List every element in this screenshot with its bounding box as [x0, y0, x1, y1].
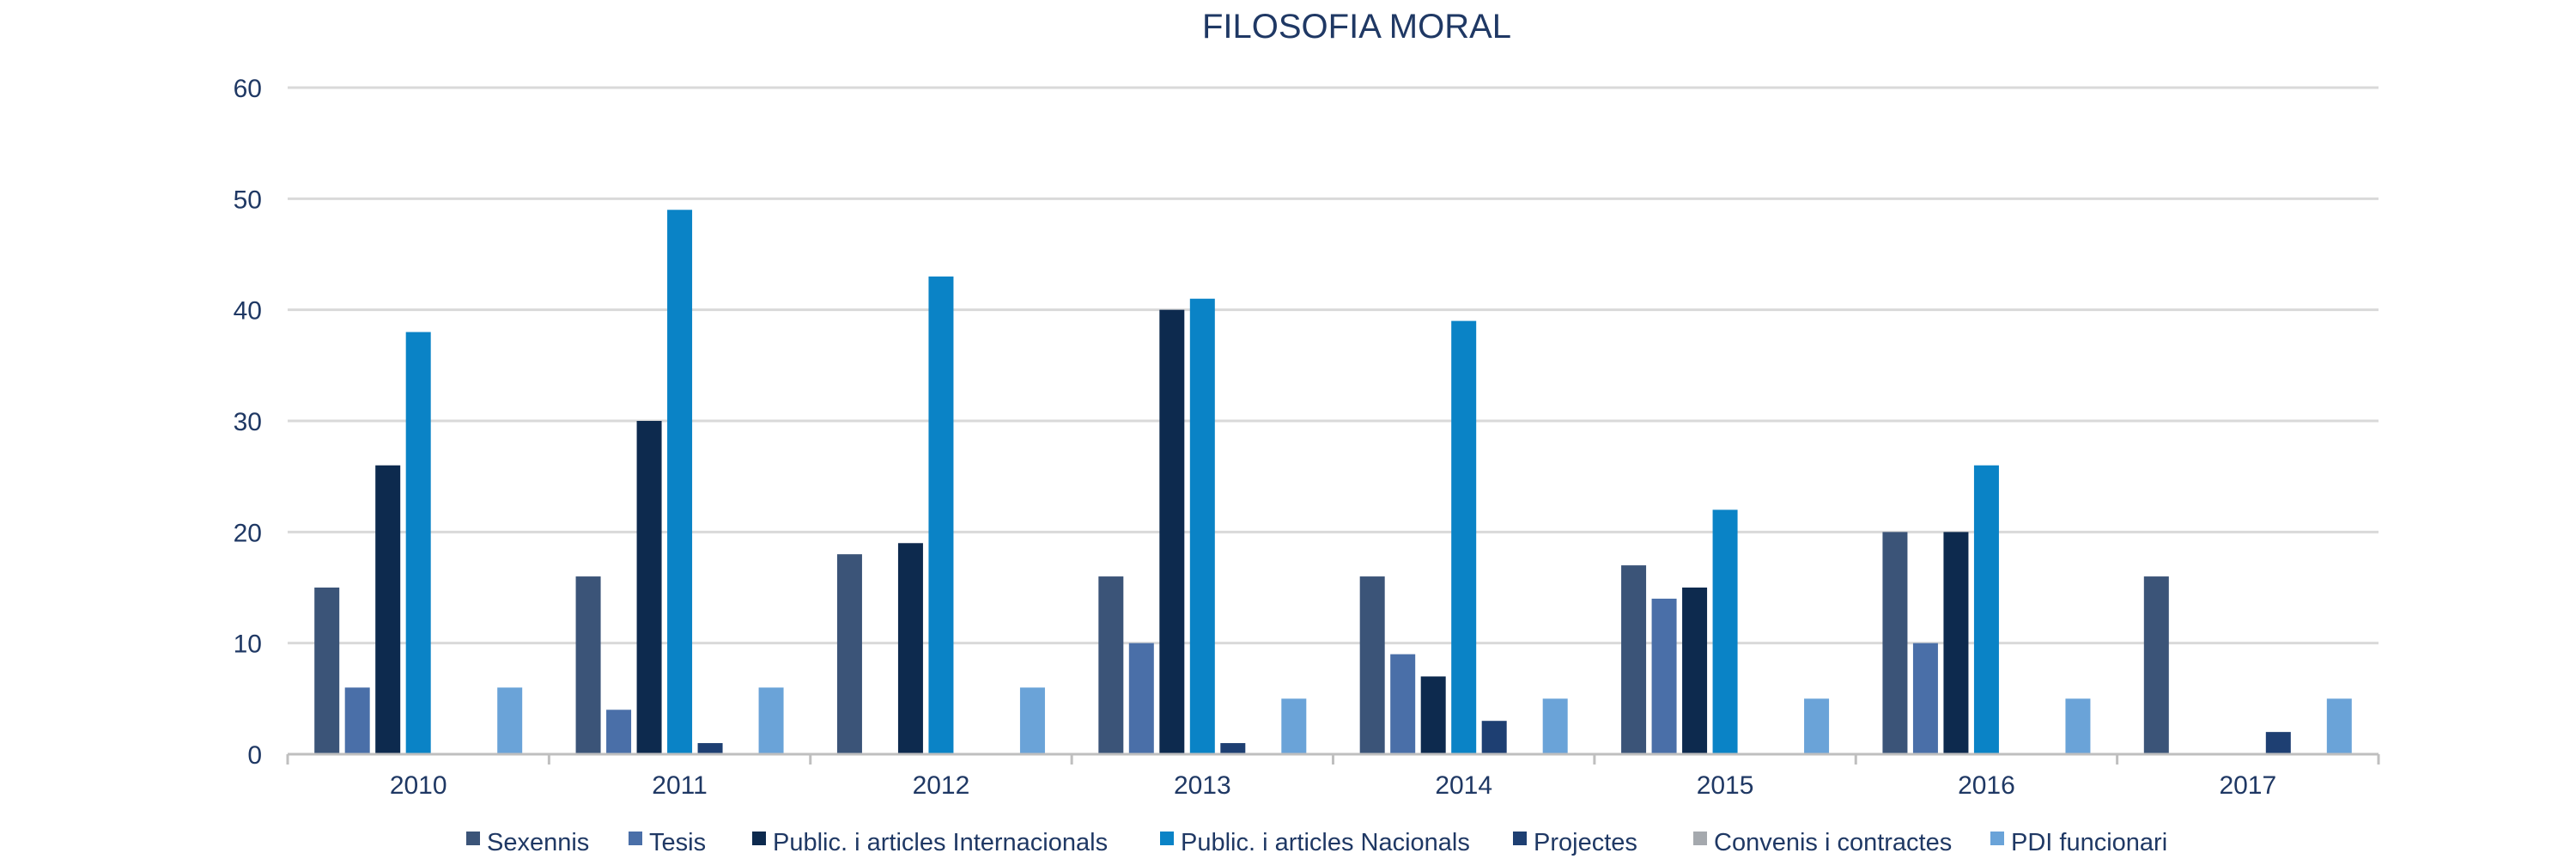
bar — [1159, 309, 1185, 755]
x-tick-label: 2012 — [913, 771, 970, 800]
bar — [1621, 565, 1647, 754]
bar — [2065, 698, 2091, 754]
bar — [344, 687, 370, 754]
x-tick-label: 2015 — [1697, 771, 1754, 800]
x-tick-label: 2010 — [390, 771, 447, 800]
bar — [606, 710, 632, 754]
bar — [1451, 320, 1477, 754]
bar — [375, 465, 401, 754]
legend-swatch — [752, 832, 766, 845]
bar — [2265, 732, 2291, 754]
bar — [405, 332, 431, 754]
legend-swatch — [1513, 832, 1527, 845]
bar — [1420, 676, 1446, 754]
bar — [1943, 532, 1969, 754]
gridlines — [288, 86, 2379, 645]
x-tick-label: 2011 — [652, 771, 708, 800]
x-tick-label: 2016 — [1958, 771, 2015, 800]
legend-swatch — [1693, 832, 1707, 845]
bar — [497, 687, 523, 754]
y-tick-label: 10 — [234, 631, 262, 659]
bar — [1882, 532, 1908, 754]
y-tick-label: 60 — [234, 75, 262, 103]
bar — [1651, 598, 1677, 754]
bar — [1542, 698, 1568, 754]
legend-swatch — [629, 832, 642, 845]
bar — [1019, 687, 1045, 754]
bar — [1281, 698, 1307, 754]
x-tick-label: 2017 — [2219, 771, 2276, 800]
legend-label: Public. i articles Nacionals — [1181, 829, 1470, 856]
bar — [897, 543, 923, 754]
legend: Sexennis Tesis Public. i articles Internac… — [466, 829, 2167, 856]
bar — [1682, 588, 1708, 754]
bar — [1098, 576, 1124, 754]
x-tick-label: 2014 — [1435, 771, 1492, 800]
bar — [1220, 743, 1246, 754]
bar — [2143, 576, 2169, 754]
y-tick-label: 0 — [247, 741, 262, 770]
bar — [758, 687, 784, 754]
bar — [575, 576, 601, 754]
chart-title: FILOSOFIA MORAL — [1202, 8, 1511, 46]
y-axis: 0 10 20 30 40 50 60 — [234, 75, 262, 770]
bar — [1912, 643, 1938, 754]
bar — [697, 743, 723, 754]
legend-label: Public. i articles Internacionals — [773, 829, 1108, 856]
bar — [1128, 643, 1154, 754]
legend-label: Convenis i contractes — [1714, 829, 1952, 856]
bar — [1390, 654, 1416, 754]
bar — [928, 276, 954, 754]
legend-label: Projectes — [1534, 829, 1637, 856]
bar — [636, 421, 662, 754]
legend-swatch — [1990, 832, 2004, 845]
bar — [1481, 721, 1507, 754]
legend-label: Sexennis — [487, 829, 589, 856]
legend-swatch — [1160, 832, 1174, 845]
y-tick-label: 20 — [234, 519, 262, 547]
bar — [1973, 465, 1999, 754]
bar — [836, 554, 862, 754]
y-tick-label: 30 — [234, 408, 262, 436]
legend-label: Tesis — [649, 829, 706, 856]
bar — [667, 210, 693, 754]
bar — [2326, 698, 2352, 754]
bar — [1804, 698, 1830, 754]
x-axis: 2010 2011 2012 2013 2014 2015 2016 2017 — [286, 752, 2380, 800]
bar — [1359, 576, 1385, 754]
y-tick-label: 50 — [234, 186, 262, 214]
bars — [314, 210, 2352, 755]
bar — [314, 588, 340, 754]
legend-label: PDI funcionari — [2011, 829, 2167, 856]
bar — [1712, 509, 1738, 754]
bar — [1189, 298, 1215, 754]
y-tick-label: 40 — [234, 297, 262, 326]
legend-swatch — [466, 832, 480, 845]
x-tick-label: 2013 — [1174, 771, 1231, 800]
